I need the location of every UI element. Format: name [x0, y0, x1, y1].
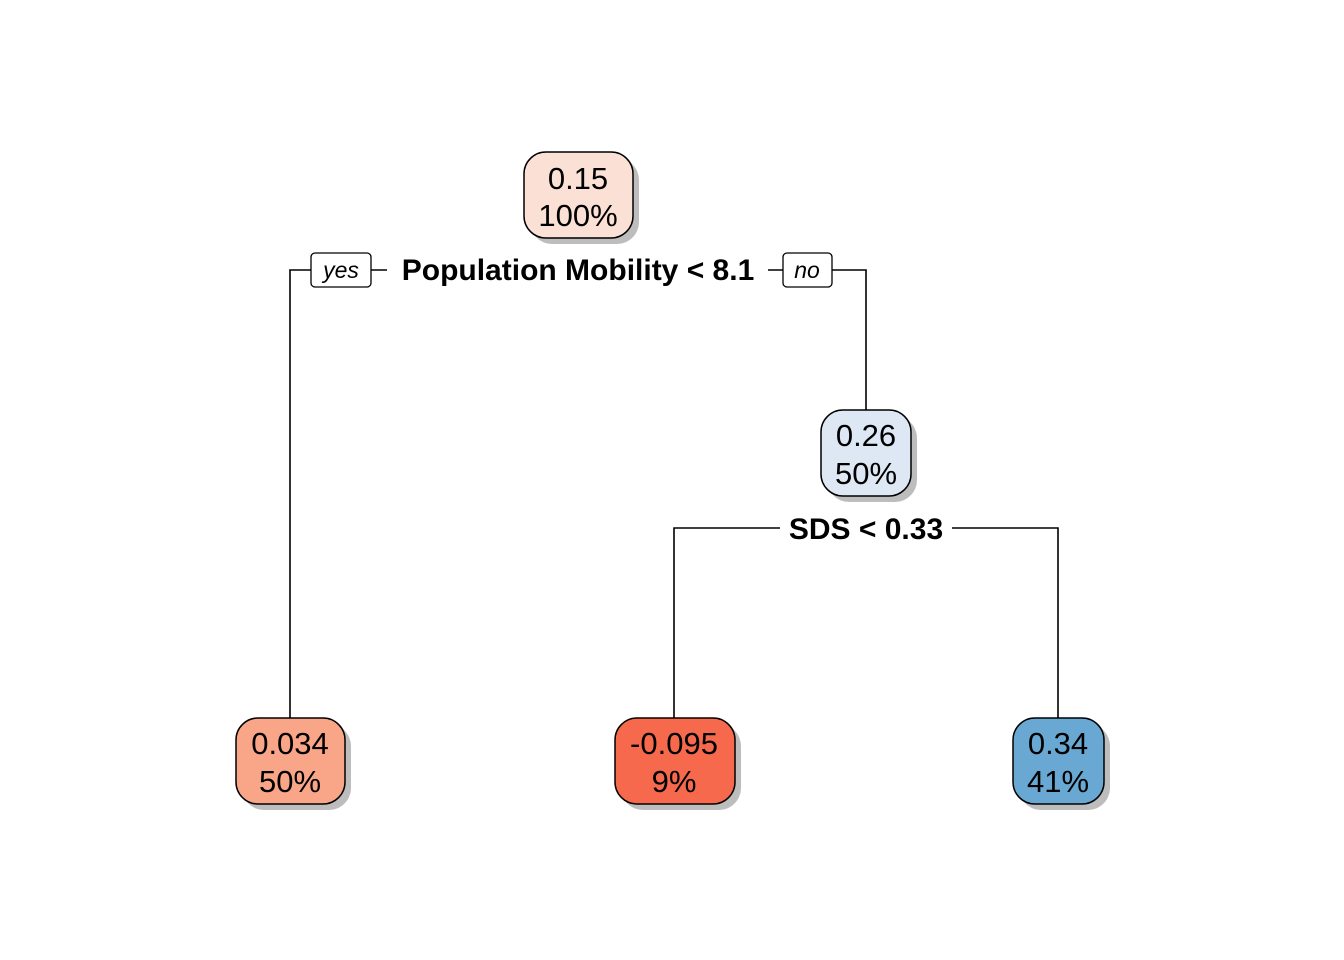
node-leaf2-box	[614, 717, 736, 805]
node-leaf1-percent: 50%	[259, 764, 321, 799]
node-leaf3-percent: 41%	[1027, 764, 1089, 799]
node-node2-percent: 50%	[835, 456, 897, 491]
node-leaf2-percent: 9%	[652, 764, 697, 799]
edge-root-to-leaf1	[289, 269, 387, 718]
branch-label-yes: yes	[310, 252, 372, 288]
tree-node-root: 0.15 100%	[523, 151, 639, 244]
tree-node-leaf2: -0.095 9%	[614, 717, 741, 810]
node-leaf2-value: -0.095	[630, 726, 718, 761]
tree-edges	[289, 269, 1059, 718]
edge-node2-to-leaf3	[952, 527, 1059, 718]
node-root-percent: 100%	[538, 198, 617, 233]
node-root-value: 0.15	[548, 161, 608, 196]
branch-label-no: no	[782, 252, 833, 288]
node-leaf1-value: 0.034	[251, 726, 329, 761]
node-leaf1-box	[235, 717, 346, 805]
node-node2-value: 0.26	[836, 418, 896, 453]
tree-node-leaf3: 0.34 41%	[1012, 717, 1110, 810]
branch-label-yes-text: yes	[321, 257, 359, 283]
branch-label-no-text: no	[794, 257, 820, 283]
edge-root-to-node2	[768, 269, 867, 410]
node-root-box	[523, 151, 634, 239]
tree-node-node2: 0.26 50%	[820, 409, 917, 502]
split-label-node2: SDS < 0.33	[789, 513, 943, 546]
split-label-root: Population Mobility < 8.1	[402, 254, 755, 287]
edge-node2-to-leaf2	[673, 527, 780, 718]
node-node2-box	[820, 409, 912, 497]
node-leaf3-value: 0.34	[1028, 726, 1088, 761]
tree-node-leaf1: 0.034 50%	[235, 717, 351, 810]
node-leaf3-box	[1012, 717, 1105, 805]
